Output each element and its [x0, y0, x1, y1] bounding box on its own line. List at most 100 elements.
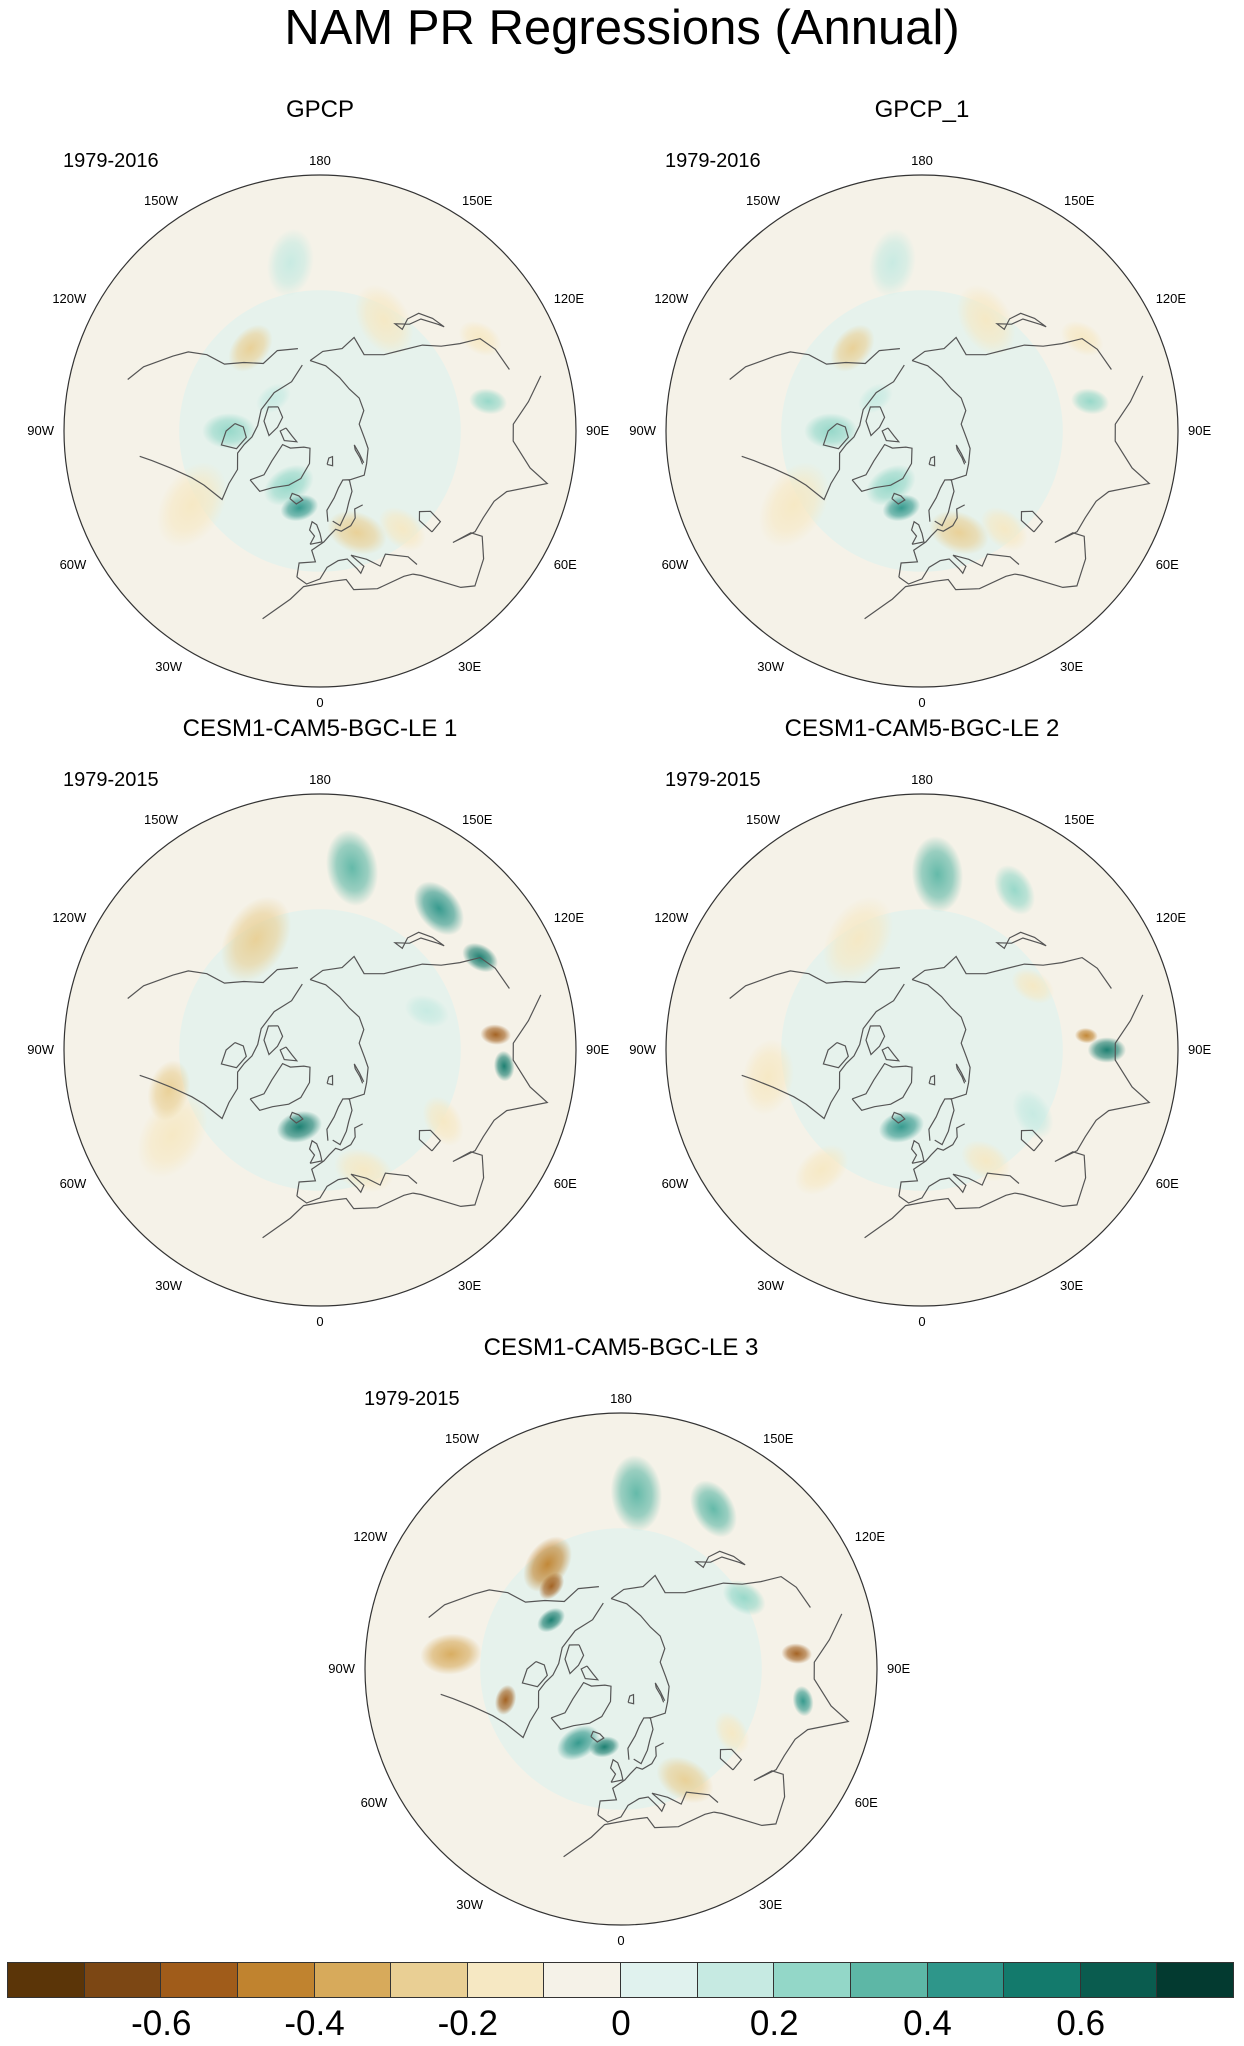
longitude-label: 90E — [1188, 1042, 1212, 1057]
longitude-label: 150E — [462, 193, 493, 209]
coastline — [296, 504, 363, 578]
coastline — [353, 1063, 365, 1084]
anomaly-blob — [266, 228, 314, 298]
colorbar-cell — [696, 1962, 775, 1998]
longitude-label: 0 — [316, 695, 324, 710]
coastline — [393, 931, 445, 950]
coastline — [713, 1613, 850, 1827]
anomaly-blob — [480, 1024, 512, 1045]
longitude-label: 90W — [629, 423, 656, 438]
coastline — [911, 955, 1112, 989]
anomaly-blob — [1012, 1089, 1054, 1139]
longitude-label: 120E — [553, 910, 585, 925]
anomaly-blob — [956, 284, 1016, 356]
coastline — [590, 1730, 605, 1743]
longitude-label: 30W — [155, 658, 182, 674]
coastline — [609, 1758, 624, 1783]
longitude-label: 120W — [654, 291, 689, 306]
longitude-label: 30W — [155, 1277, 182, 1293]
longitude-label: 180 — [911, 772, 933, 787]
colorbar-cell — [7, 1962, 85, 1998]
coastline — [1014, 375, 1151, 589]
panel-title: CESM1-CAM5-BGC-LE 2 — [784, 715, 1060, 742]
anomaly-blob — [493, 1050, 515, 1082]
anomaly-blob — [804, 413, 858, 449]
colorbar-cell — [849, 1962, 928, 1998]
polar-map — [63, 793, 577, 1307]
longitude-label: 30W — [757, 658, 784, 674]
polar-map — [665, 793, 1179, 1307]
coastline — [911, 336, 1112, 370]
map-panel: GPCP 1979-2016 180 150E 120E 90E 60E 30E 0 30W 60W… — [27, 96, 609, 710]
coastline — [955, 444, 967, 465]
colorbar-cell — [390, 1962, 468, 1998]
anomaly-blob — [878, 1110, 924, 1143]
coastline — [326, 455, 334, 467]
coastline — [911, 360, 971, 481]
coastline — [851, 1062, 913, 1111]
map-panel: CESM1-CAM5-BGC-LE 3 1979-2015 180 150E 120E 9… — [328, 1334, 910, 1948]
coastlines — [729, 931, 1151, 1239]
coastline — [309, 955, 510, 989]
coastline — [865, 1025, 886, 1056]
anomaly-blob — [202, 413, 256, 449]
anomaly-blob — [882, 494, 921, 522]
anomaly-field — [365, 1413, 877, 1925]
colorbar-tick-label: 0.4 — [903, 2004, 952, 2043]
longitude-label: 0 — [918, 695, 926, 710]
longitude-label: 90E — [586, 1042, 610, 1057]
anomaly-blob — [334, 1148, 394, 1193]
coastline — [412, 994, 549, 1208]
anomaly-blob — [689, 1480, 737, 1538]
coastline — [309, 979, 369, 1100]
coastline — [309, 336, 510, 370]
coastline — [627, 1693, 635, 1705]
coastline — [262, 573, 414, 620]
coastline — [729, 348, 900, 380]
longitude-label: 60E — [1155, 1176, 1179, 1191]
anomaly-blob — [722, 1580, 766, 1616]
longitude-label: 150E — [1064, 812, 1095, 828]
anomaly-blob — [413, 881, 465, 936]
coastline — [610, 1598, 670, 1719]
coastlines — [428, 1550, 850, 1858]
coastline — [296, 1172, 418, 1204]
longitude-label: 30E — [759, 1896, 783, 1912]
longitude-label: 120W — [353, 1529, 388, 1544]
coastline — [279, 427, 299, 443]
longitude-label: 60E — [553, 557, 577, 572]
coastline — [891, 492, 906, 505]
longitude-label: 60W — [59, 1176, 87, 1191]
anomaly-field — [666, 794, 1178, 1306]
coastline — [418, 1129, 442, 1152]
period-label: 1979-2015 — [665, 769, 761, 791]
coastline — [279, 1046, 299, 1062]
coastline — [127, 967, 298, 999]
coastline — [580, 1665, 600, 1681]
coastline — [741, 983, 905, 1120]
longitude-label: 90W — [328, 1661, 355, 1676]
coastline — [1020, 510, 1044, 533]
anomaly-blob — [656, 1756, 714, 1804]
longitude-label: 60E — [854, 1795, 878, 1810]
map-outline — [665, 793, 1179, 1307]
coastlines — [127, 931, 549, 1239]
map-outline — [63, 793, 577, 1307]
colorbar-tick-label: -0.4 — [284, 2004, 345, 2043]
longitude-label: 150W — [144, 193, 178, 209]
coastline — [891, 1111, 906, 1124]
coastline — [597, 1791, 719, 1823]
longitude-label: 120E — [553, 291, 585, 306]
coastline — [309, 360, 369, 481]
polar-map — [665, 174, 1179, 688]
longitude-label: 180 — [610, 1391, 632, 1406]
anomaly-blob — [911, 835, 964, 913]
map-outline — [665, 174, 1179, 688]
anomaly-blob — [741, 1039, 795, 1116]
anomaly-field — [666, 175, 1178, 687]
coastline — [127, 348, 298, 380]
coastline — [249, 443, 311, 492]
anomaly-blob — [538, 1572, 565, 1600]
anomaly-blob — [220, 896, 292, 982]
